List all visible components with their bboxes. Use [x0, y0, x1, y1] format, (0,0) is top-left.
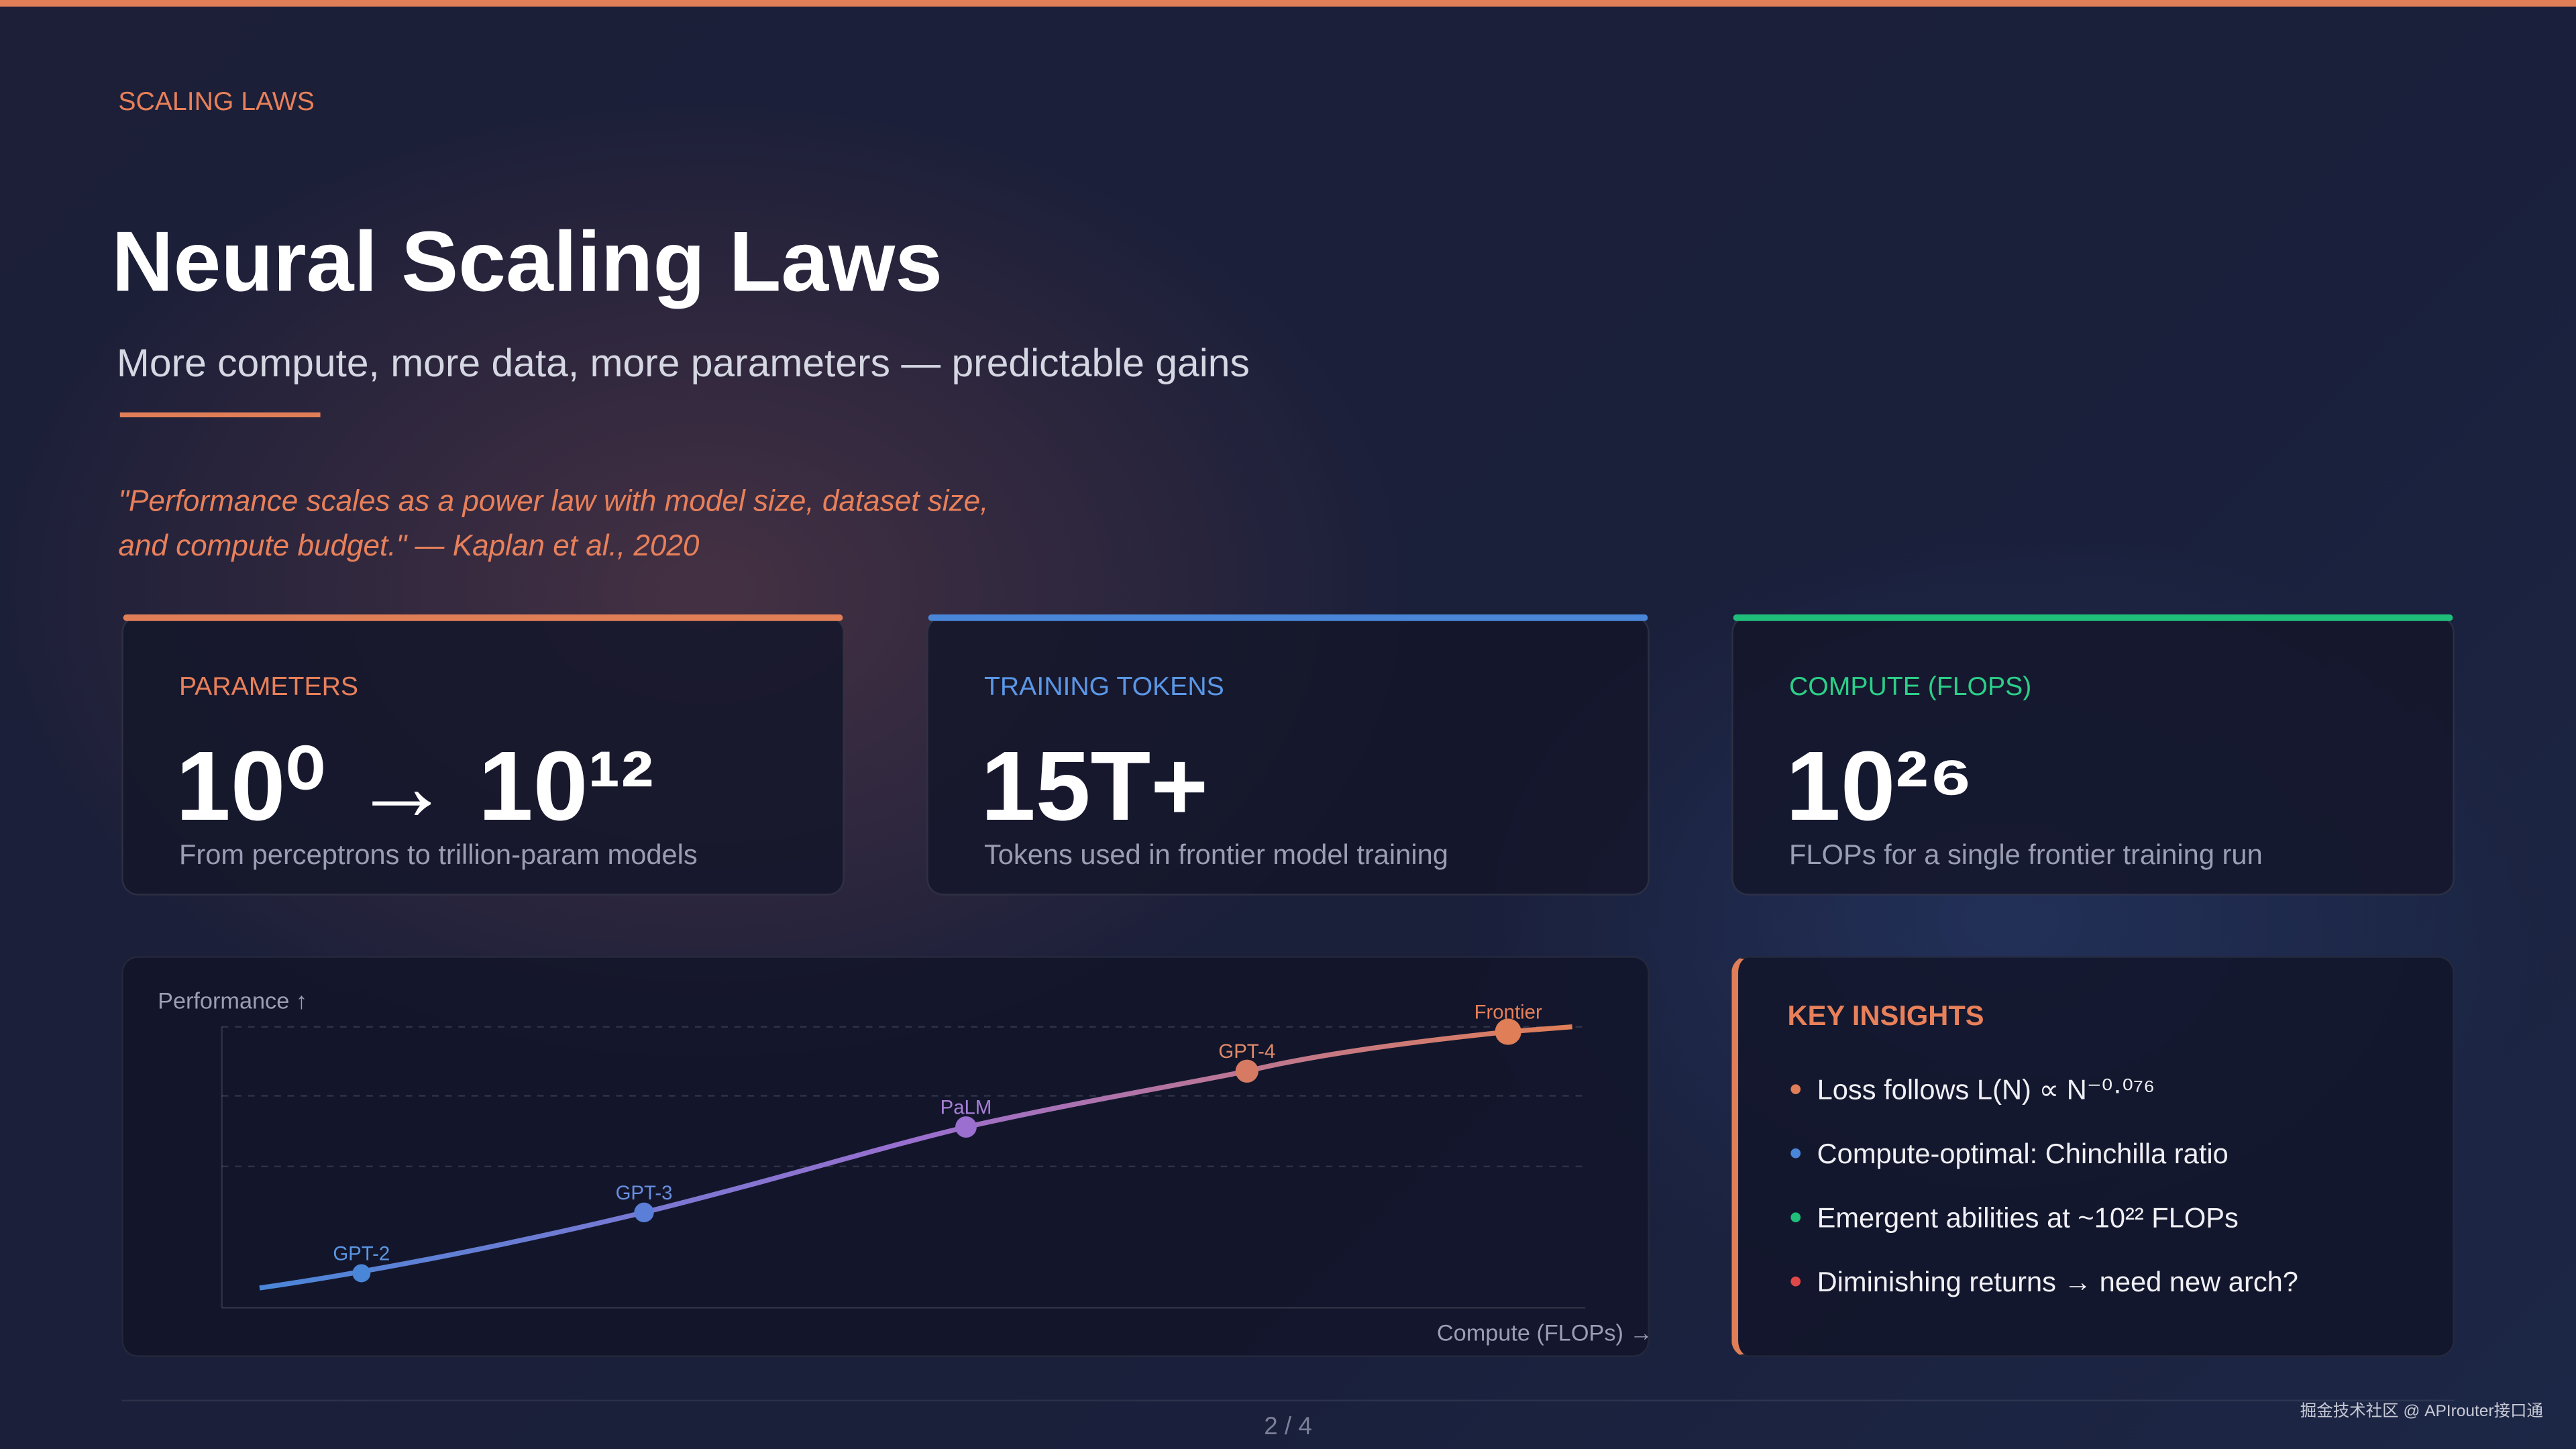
card-caption: FLOPs for a single frontier training run: [1788, 839, 2263, 871]
x-axis-title: Compute (FLOPs) →: [1437, 1320, 1653, 1346]
point: [955, 1116, 977, 1138]
card-value: 15T+: [981, 731, 1209, 841]
insights-title: KEY INSIGHTS: [1787, 1000, 1984, 1032]
insight-text: Compute-optimal: Chinchilla ratio: [1817, 1138, 2229, 1170]
chart-panel: [121, 956, 1650, 1357]
insight-text: Emergent abilities at ~10²² FLOPs: [1817, 1202, 2239, 1234]
card-label: PARAMETERS: [178, 674, 359, 702]
insight-text: Diminishing returns → need new arch?: [1817, 1267, 2298, 1298]
watermark: 掘金技术社区 @ APIrouter接口通: [2300, 1403, 2544, 1421]
insight: Loss follows L(N) ∝ N⁻⁰·⁰⁷⁶: [1790, 1074, 2155, 1108]
point: [352, 1264, 371, 1283]
page-number: 2 / 4: [1264, 1413, 1312, 1441]
point-label: GPT-2: [333, 1242, 390, 1265]
point-label: PaLM: [941, 1096, 992, 1118]
point-label: Frontier: [1474, 1001, 1542, 1023]
footer-rule: [121, 1399, 2455, 1401]
insight-text: Loss follows L(N) ∝ N⁻⁰·⁰⁷⁶: [1817, 1074, 2155, 1106]
card-accent: [928, 614, 1648, 621]
quote-line: and compute budget." — Kaplan et al., 20…: [118, 529, 700, 562]
card-accent: [123, 614, 843, 621]
point-label: GPT-3: [616, 1182, 673, 1204]
quote-line: "Performance scales as a power law with …: [118, 484, 989, 518]
stat-card: PARAMETERS 10⁰ → 10¹² From perceptrons t…: [121, 614, 845, 896]
card-accent: [1733, 614, 2453, 621]
card-value: 10⁰ → 10¹²: [176, 731, 654, 841]
insight: Diminishing returns → need new arch?: [1790, 1267, 2298, 1299]
curve: [259, 1024, 1572, 1291]
point: [634, 1202, 654, 1223]
top-rule: [0, 0, 2576, 7]
point-label: GPT-4: [1218, 1040, 1275, 1063]
stat-card: COMPUTE (FLOPS) 10²⁶ FLOPs for a single …: [1731, 614, 2455, 896]
y-axis-title: Performance ↑: [158, 989, 307, 1014]
stat-card: TRAINING TOKENS 15T+ Tokens used in fron…: [926, 614, 1650, 896]
card-label: COMPUTE (FLOPS): [1788, 674, 2032, 702]
divider: [119, 412, 321, 418]
card-caption: Tokens used in frontier model training: [983, 839, 1448, 871]
insight: Emergent abilities at ~10²² FLOPs: [1790, 1202, 2239, 1236]
subtitle: More compute, more data, more parameters…: [116, 341, 1250, 386]
insights-panel: KEY INSIGHTS Loss follows L(N) ∝ N⁻⁰·⁰⁷⁶…: [1731, 956, 2455, 1357]
quote: "Performance scales as a power law with …: [118, 480, 988, 568]
point: [1495, 1018, 1521, 1045]
grid: [221, 1026, 1586, 1168]
eyebrow: SCALING LAWS: [118, 89, 315, 117]
card-label: TRAINING TOKENS: [983, 674, 1224, 702]
card-caption: From perceptrons to trillion-param model…: [178, 839, 698, 871]
point: [1235, 1059, 1258, 1083]
insight: Compute-optimal: Chinchilla ratio: [1790, 1138, 2229, 1171]
title: Neural Scaling Laws: [111, 215, 943, 311]
card-value: 10²⁶: [1786, 731, 1974, 841]
